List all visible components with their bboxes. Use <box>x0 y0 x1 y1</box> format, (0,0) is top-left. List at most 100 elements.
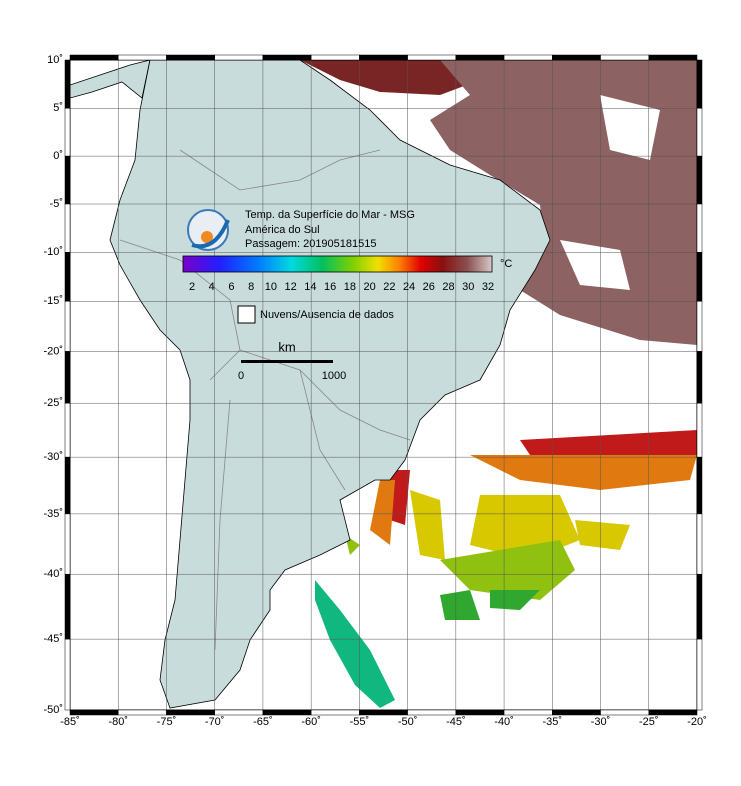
lon-label: -60˚ <box>301 716 321 728</box>
colorbar-unit: °C <box>500 258 512 270</box>
lat-label: -50˚ <box>43 704 63 716</box>
frame-segment <box>64 155 71 205</box>
colorbar-tick: 12 <box>285 281 297 293</box>
frame-segment <box>696 351 703 404</box>
frame-segment <box>262 54 312 61</box>
colorbar-ticks: 2 4 6 8 10 12 14 16 18 20 22 24 26 28 30 32 <box>189 281 494 293</box>
colorbar-tick: 6 <box>228 281 234 293</box>
frame-segment <box>214 54 264 61</box>
lat-label: -25˚ <box>43 397 63 409</box>
frame-segment <box>648 709 698 716</box>
lon-label: -65˚ <box>253 716 273 728</box>
frame-segment <box>64 456 71 515</box>
colorbar-tick: 16 <box>324 281 336 293</box>
colorbar-tick: 24 <box>403 281 415 293</box>
lat-label: -10˚ <box>43 246 63 258</box>
colorbar-tick: 20 <box>363 281 375 293</box>
colorbar-tick: 14 <box>304 281 316 293</box>
frame-segment <box>696 456 703 515</box>
lat-label: -45˚ <box>43 633 63 645</box>
axis-labels: -85˚ -80˚ -75˚ -70˚ -65˚ -60˚ -55˚ -50˚ -45˚ -40˚… <box>43 54 706 728</box>
colorbar <box>182 255 493 273</box>
logo-arrow <box>191 219 230 249</box>
colorbar-tick: 10 <box>265 281 277 293</box>
frame-segment <box>696 301 703 352</box>
scale-unit: km <box>278 339 295 354</box>
legend-swatch <box>237 305 256 324</box>
frame-segment <box>455 709 505 716</box>
sst-red <box>385 430 697 525</box>
frame-segment <box>696 573 703 640</box>
frame-segment <box>64 59 71 109</box>
frame-segment <box>214 709 264 716</box>
lon-label: -30˚ <box>591 716 611 728</box>
sst-yellow <box>410 490 630 560</box>
lat-label: 10˚ <box>47 54 63 66</box>
frame-segment <box>696 513 703 575</box>
frame-segment <box>359 709 408 716</box>
colorbar-tick: 22 <box>383 281 395 293</box>
scale-bar <box>241 360 333 363</box>
lat-label: 0˚ <box>53 150 63 162</box>
frame-segment <box>117 709 167 716</box>
frame-segment <box>407 709 457 716</box>
lat-label: -35˚ <box>43 508 63 520</box>
frame-segment <box>600 709 650 716</box>
scale-start: 0 <box>238 370 244 382</box>
frame-segment <box>64 108 71 157</box>
lat-label: -40˚ <box>43 568 63 580</box>
region: América do Sul <box>245 224 320 236</box>
frame-segment <box>64 638 71 711</box>
title: Temp. da Superfície do Mar - MSG <box>245 209 415 221</box>
logo-sun <box>201 231 213 243</box>
lon-label: -85˚ <box>60 716 80 728</box>
pass: Passagem: 201905181515 <box>245 238 377 250</box>
colorbar-tick: 8 <box>248 281 254 293</box>
frame-segment <box>64 573 71 640</box>
frame-segment <box>503 54 553 61</box>
frame-segment <box>696 252 703 302</box>
sst-lgreen <box>345 535 575 600</box>
frame-segment <box>696 203 703 253</box>
sst-north <box>300 60 480 95</box>
lon-label: -25˚ <box>639 716 659 728</box>
frame-segment <box>117 54 167 61</box>
sst-gap <box>560 95 660 290</box>
frame-segment <box>696 155 703 205</box>
map-body <box>70 60 697 709</box>
frame-segment <box>64 402 71 458</box>
frame-segment <box>64 301 71 352</box>
lon-label: -80˚ <box>108 716 128 728</box>
frame-segment <box>600 54 650 61</box>
frame-segment <box>64 351 71 404</box>
frame-segment <box>64 252 71 302</box>
frame-segment <box>696 59 703 109</box>
colorbar-tick: 2 <box>189 281 195 293</box>
frame-segment <box>503 709 553 716</box>
frame-segment <box>696 108 703 157</box>
legend-label: Nuvens/Ausencia de dados <box>260 309 394 321</box>
frame-segment <box>552 709 601 716</box>
sst-orange <box>370 455 697 545</box>
frame-segment <box>310 709 360 716</box>
frame-segment <box>696 402 703 458</box>
frame-segment <box>69 54 119 61</box>
sst-green <box>440 590 540 620</box>
frame-segment <box>166 54 215 61</box>
borders <box>119 149 411 651</box>
central-america <box>70 60 151 99</box>
lat-label: -30˚ <box>43 451 63 463</box>
overlay: Temp. da Superfície do Mar - MSG América… <box>182 209 512 382</box>
frame-segment <box>407 54 457 61</box>
lon-label: -75˚ <box>157 716 177 728</box>
colorbar-tick: 18 <box>344 281 356 293</box>
frame-segment <box>552 54 601 61</box>
lon-label: -45˚ <box>446 716 466 728</box>
colorbar-tick: 26 <box>423 281 435 293</box>
lat-label: -20˚ <box>43 345 63 357</box>
lon-label: -20˚ <box>687 716 707 728</box>
lon-label: -55˚ <box>350 716 370 728</box>
lon-label: -40˚ <box>494 716 514 728</box>
colorbar-tick: 4 <box>209 281 215 293</box>
